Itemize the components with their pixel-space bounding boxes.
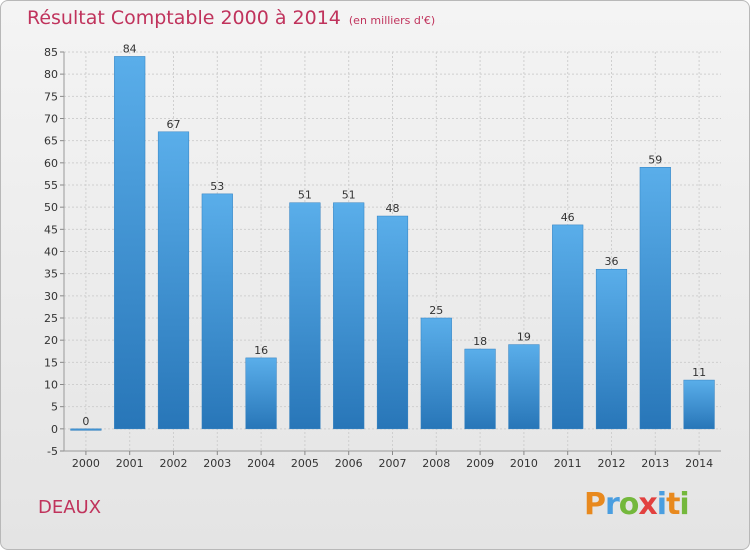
bar (245, 357, 277, 430)
data-label: 36 (605, 255, 619, 268)
bar (683, 379, 715, 430)
data-label: 25 (429, 304, 443, 317)
y-tick-label: 40 (44, 246, 58, 259)
data-label: 18 (473, 335, 487, 348)
bar (464, 348, 496, 430)
y-tick-label: 55 (44, 179, 58, 192)
logo-letter: P (584, 487, 606, 522)
y-tick-label: 20 (44, 334, 58, 347)
bar (157, 131, 190, 430)
label-layer: 0 84 67 53 16 51 51 48 25 18 19 46 36 59 11 (82, 42, 706, 427)
y-tick-label: 75 (44, 90, 58, 103)
chart-title: Résultat Comptable 2000 à 2014 (en millie… (27, 7, 435, 29)
data-label: 46 (561, 211, 575, 224)
bar (201, 193, 233, 430)
logo-letter: t (666, 487, 680, 522)
x-tick-label: 2010 (510, 457, 538, 470)
x-tick-label: 2002 (160, 457, 188, 470)
data-label: 84 (123, 42, 137, 55)
data-label: 0 (82, 415, 89, 428)
y-tick-label: 25 (44, 312, 58, 325)
data-label: 51 (342, 189, 356, 202)
bar (508, 344, 540, 430)
x-tick-label: 2006 (335, 457, 363, 470)
y-tick-label: 65 (44, 135, 58, 148)
data-label: 11 (692, 366, 706, 379)
bar (289, 202, 321, 430)
x-tick-label: 2008 (422, 457, 450, 470)
x-tick-label: 2000 (72, 457, 100, 470)
data-label: 51 (298, 189, 312, 202)
logo-letter: x (638, 487, 657, 522)
x-tick-label: 2009 (466, 457, 494, 470)
logo-letter: o (618, 487, 640, 522)
y-tick-label: -5 (47, 445, 58, 458)
x-tick-label: 2013 (641, 457, 669, 470)
y-tick-label: 0 (51, 423, 58, 436)
x-tick-label: 2014 (685, 457, 713, 470)
y-tick-label: 45 (44, 223, 58, 236)
y-tick-label: 80 (44, 68, 58, 81)
proxiti-logo[interactable]: Proxiti (584, 487, 690, 522)
title-text: Résultat Comptable 2000 à 2014 (27, 7, 341, 29)
data-label: 48 (386, 202, 400, 215)
logo-letter: r (605, 487, 620, 522)
x-tick-label: 2001 (116, 457, 144, 470)
y-tick-label: 50 (44, 201, 58, 214)
bar (376, 215, 409, 430)
data-label: 53 (210, 180, 224, 193)
logo-letter: i (656, 487, 667, 522)
bar (333, 202, 365, 430)
bar (70, 428, 102, 431)
data-label: 59 (648, 153, 662, 166)
commune-name: DEAUX (38, 497, 102, 518)
x-tick-label: 2007 (379, 457, 407, 470)
x-tick-label: 2003 (203, 457, 231, 470)
bar-layer (70, 56, 715, 431)
data-label: 16 (254, 344, 268, 357)
bar (420, 317, 452, 430)
bar (639, 167, 671, 430)
x-tick-label: 2011 (554, 457, 582, 470)
chart-subtitle: (en milliers d'€) (348, 14, 436, 27)
x-tick-label: 2012 (598, 457, 626, 470)
x-tick-label: 2005 (291, 457, 319, 470)
axis-layer: -505101520253035404550556065707580852000… (44, 46, 721, 470)
data-label: 67 (167, 118, 181, 131)
y-tick-label: 85 (44, 46, 58, 59)
y-tick-label: 15 (44, 356, 58, 369)
y-tick-label: 70 (44, 113, 58, 126)
y-tick-label: 10 (44, 379, 58, 392)
y-tick-label: 35 (44, 268, 58, 281)
bar (552, 224, 584, 430)
y-tick-label: 30 (44, 290, 58, 303)
data-label: 19 (517, 331, 531, 344)
y-tick-label: 5 (51, 401, 58, 414)
x-tick-label: 2004 (247, 457, 275, 470)
bar (114, 56, 146, 430)
y-tick-label: 60 (44, 157, 58, 170)
logo-letter: i (679, 487, 689, 522)
bar (595, 268, 628, 430)
